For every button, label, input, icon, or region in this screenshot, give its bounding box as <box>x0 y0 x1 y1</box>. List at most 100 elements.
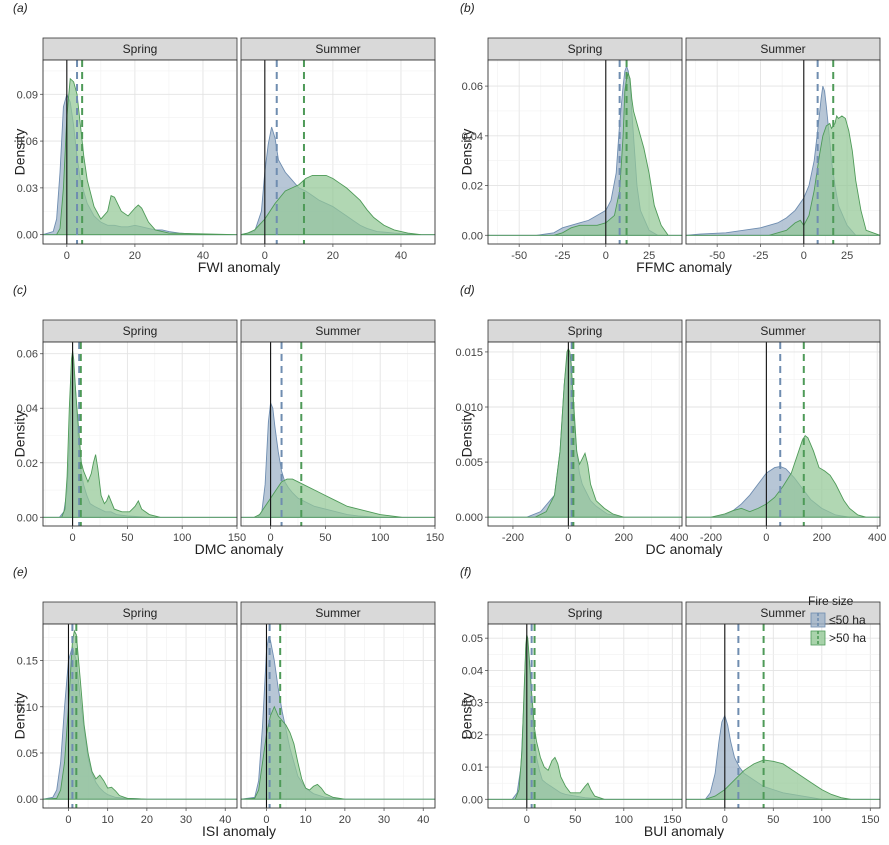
plot-area <box>488 624 682 808</box>
y-tick-label: 0.00 <box>462 794 483 806</box>
density-area-large-fires <box>240 478 436 518</box>
facet-title: Spring <box>568 606 603 620</box>
y-axis-label: Density <box>458 411 474 458</box>
facet-spring: Spring 0 10 20 30 40 <box>42 601 238 826</box>
y-tick-label: 0.02 <box>462 730 483 742</box>
legend: Fire size ≤50 ha >50 ha <box>808 594 866 646</box>
plot-border <box>685 341 881 527</box>
x-axis-label: FWI anomaly <box>198 259 280 275</box>
y-tick-label: 0.05 <box>462 633 483 645</box>
y-tick-label: 0.06 <box>462 81 483 93</box>
x-tick-label: 40 <box>395 250 407 262</box>
y-tick-label: 0.04 <box>462 131 483 143</box>
x-tick-label: -50 <box>709 250 725 262</box>
x-tick-label: 10 <box>102 814 114 826</box>
density-area-large-fires <box>240 174 436 236</box>
x-tick-label: 50 <box>569 814 581 826</box>
x-tick-label: 0 <box>763 532 769 544</box>
x-tick-label: 400 <box>670 532 688 544</box>
density-area-large-fires <box>685 759 881 800</box>
x-tick-label: 20 <box>339 814 351 826</box>
plot-border <box>685 59 881 245</box>
x-tick-label: 150 <box>228 532 246 544</box>
density-area-large-fires <box>685 114 881 236</box>
facet-title: Spring <box>568 324 603 338</box>
legend-label-small: ≤50 ha <box>829 613 866 627</box>
x-tick-label: 30 <box>378 814 390 826</box>
legend-label-large: >50 ha <box>829 631 866 645</box>
x-tick-label: 50 <box>767 814 779 826</box>
x-tick-label: 100 <box>615 814 633 826</box>
y-tick-label: 0.06 <box>17 349 38 361</box>
y-tick-label: 0.09 <box>17 89 38 101</box>
x-tick-label: 0 <box>524 814 530 826</box>
x-tick-label: 100 <box>173 532 191 544</box>
x-axis-label: ISI anomaly <box>202 823 276 839</box>
x-tick-label: 30 <box>180 814 192 826</box>
facet-spring: Spring 0 50 100 150 <box>487 601 683 826</box>
legend-title: Fire size <box>808 594 854 608</box>
y-tick-label: 0.005 <box>455 457 483 469</box>
x-tick-label: 0 <box>70 532 76 544</box>
y-tick-label: 0.02 <box>462 181 483 193</box>
x-tick-label: -200 <box>502 532 524 544</box>
x-tick-label: 100 <box>371 532 389 544</box>
facet-title: Spring <box>568 42 603 56</box>
plot-border <box>487 341 683 527</box>
x-tick-label: 50 <box>121 532 133 544</box>
facet-summer: Summer 0 10 20 30 40 <box>240 601 436 826</box>
plot-border <box>42 341 238 527</box>
x-tick-label: 10 <box>300 814 312 826</box>
y-tick-label: 0.00 <box>462 230 483 242</box>
x-axis-label: DC anomaly <box>645 541 722 557</box>
x-tick-label: 20 <box>141 814 153 826</box>
x-tick-label: 0 <box>565 532 571 544</box>
x-tick-label: 0 <box>801 250 807 262</box>
x-axis-label: FFMC anomaly <box>636 259 732 275</box>
facet-title: Summer <box>760 606 805 620</box>
y-tick-label: 0.15 <box>17 656 38 668</box>
x-axis-label: BUI anomaly <box>644 823 724 839</box>
density-area-large-fires <box>487 347 683 518</box>
x-tick-label: 20 <box>129 250 141 262</box>
y-tick-label: 0.00 <box>17 512 38 524</box>
panel-label: (b) <box>460 1 475 15</box>
x-tick-label: 150 <box>861 814 879 826</box>
facet-summer: Summer 0 20 40 <box>240 37 436 262</box>
y-tick-label: 0.06 <box>17 136 38 148</box>
x-tick-label: 40 <box>417 814 429 826</box>
panel-label: (f) <box>460 565 471 579</box>
x-tick-label: 0 <box>262 250 268 262</box>
facet-summer: Summer 0 50 100 150 <box>240 319 444 544</box>
y-tick-label: 0.04 <box>462 665 483 677</box>
facet-summer: Summer -50 -25 0 25 <box>685 37 881 262</box>
y-tick-label: 0.010 <box>455 402 483 414</box>
facet-title: Summer <box>760 42 805 56</box>
panel-label: (e) <box>13 565 28 579</box>
x-tick-label: 25 <box>841 250 853 262</box>
panel-a: (a) Density FWI anomaly 0.00 0.03 0.06 0.09 Spr… <box>11 1 436 275</box>
x-axis-label: DMC anomaly <box>195 541 284 557</box>
panel-label: (c) <box>13 283 27 297</box>
x-tick-label: 25 <box>643 250 655 262</box>
plot-border <box>685 623 881 809</box>
y-tick-label: 0.03 <box>17 183 38 195</box>
x-tick-label: 0 <box>263 814 269 826</box>
y-tick-label: 0.00 <box>17 794 38 806</box>
facet-spring: Spring -50 -25 0 25 <box>487 37 683 262</box>
density-area-large-fires <box>240 705 436 800</box>
x-tick-label: -200 <box>700 532 722 544</box>
facet-title: Summer <box>760 324 805 338</box>
x-tick-label: 400 <box>868 532 886 544</box>
y-axis-label: Density <box>11 693 27 740</box>
x-tick-label: 150 <box>426 532 444 544</box>
x-tick-label: -50 <box>511 250 527 262</box>
y-axis-label: Density <box>11 411 27 458</box>
y-tick-label: 0.00 <box>17 230 38 242</box>
y-tick-label: 0.04 <box>17 403 38 415</box>
x-tick-label: 200 <box>615 532 633 544</box>
density-area-large-fires <box>42 629 238 800</box>
y-tick-label: 0.10 <box>17 702 38 714</box>
facet-title: Spring <box>123 606 158 620</box>
